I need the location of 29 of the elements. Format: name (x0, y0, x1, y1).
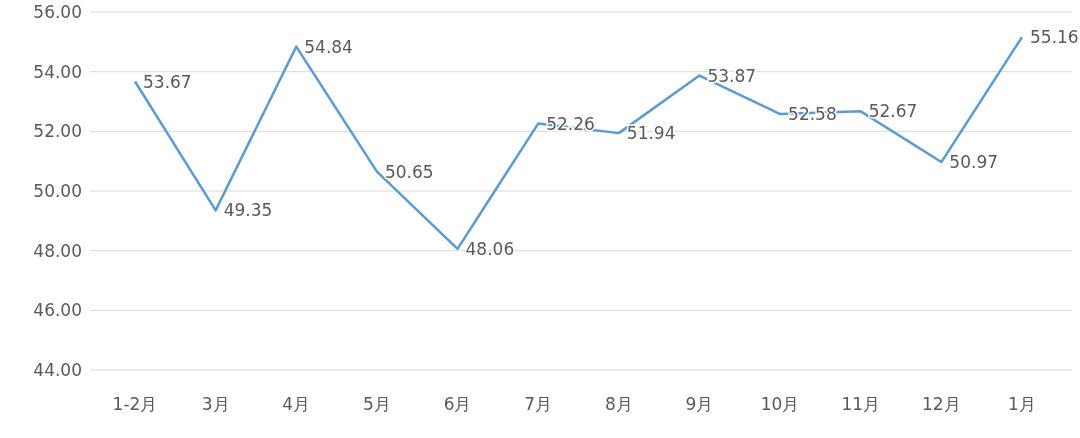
y-tick-label: 48.00 (33, 240, 82, 261)
data-label: 55.16 (1030, 27, 1079, 48)
x-tick-label: 1月 (1008, 394, 1036, 415)
x-tick-label: 6月 (443, 394, 472, 415)
data-label: 53.87 (707, 65, 757, 86)
x-tick-label: 7月 (524, 394, 553, 415)
x-tick-label: 3月 (201, 394, 230, 415)
x-tick-label: 12月 (922, 394, 961, 415)
x-tick-label: 11月 (841, 394, 881, 415)
x-tick-label: 1-2月 (112, 394, 158, 415)
y-tick-label: 50.00 (33, 181, 82, 202)
y-tick-label: 52.00 (33, 121, 82, 142)
y-tick-label: 54.00 (33, 61, 82, 82)
data-label: 51.94 (626, 123, 676, 144)
data-label: 48.06 (465, 238, 515, 259)
y-tick-label: 56.00 (33, 2, 82, 23)
x-tick-label: 8月 (604, 394, 633, 415)
y-tick-label: 46.00 (33, 300, 82, 321)
data-label: 50.97 (949, 152, 999, 173)
data-label: 50.65 (384, 161, 434, 182)
x-tick-label: 4月 (282, 394, 311, 415)
data-label: 53.67 (143, 71, 192, 92)
x-tick-label: 10月 (760, 394, 800, 415)
x-tick-label: 5月 (363, 394, 391, 415)
data-label: 49.35 (223, 200, 273, 221)
y-tick-label: 44.00 (33, 360, 82, 381)
data-label: 54.84 (304, 36, 353, 57)
x-tick-label: 9月 (685, 394, 714, 415)
data-label: 52.67 (868, 101, 918, 122)
